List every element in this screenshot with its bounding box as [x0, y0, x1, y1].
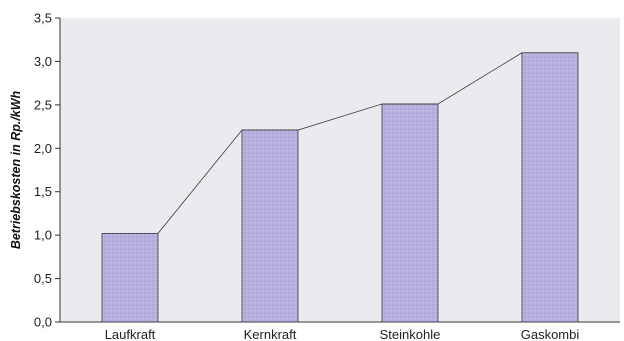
y-tick-label: 3,0	[34, 54, 52, 69]
x-tick-label-gaskombi: Gaskombi	[521, 327, 580, 341]
bars	[101, 52, 579, 323]
y-tick-label: 3,5	[34, 11, 52, 26]
y-tick-label: 0,0	[34, 315, 52, 330]
connecting-line	[157, 52, 523, 234]
x-axis: Laufkraft Kernkraft Steinkohle Gaskombi	[60, 321, 620, 341]
bar-laufkraft	[101, 233, 159, 323]
bar-steinkohle	[381, 103, 439, 323]
y-tick-label: 1,0	[34, 228, 52, 243]
y-axis: 0,0 0,5 1,0 1,5 2,0 2,5 3,0 3,5	[34, 11, 61, 330]
y-tick-label: 2,0	[34, 141, 52, 156]
y-axis-title: Betriebskosten in Rp./kWh	[9, 90, 23, 249]
x-tick-label-steinkohle: Steinkohle	[380, 327, 441, 341]
y-tick-label: 1,5	[34, 184, 52, 199]
x-tick-label-kernkraft: Kernkraft	[244, 327, 297, 341]
x-tick-label-laufkraft: Laufkraft	[105, 327, 156, 341]
bar-gaskombi	[521, 52, 579, 323]
y-tick-label: 0,5	[34, 271, 52, 286]
y-tick-label: 2,5	[34, 97, 52, 112]
bar-kernkraft	[241, 129, 299, 323]
